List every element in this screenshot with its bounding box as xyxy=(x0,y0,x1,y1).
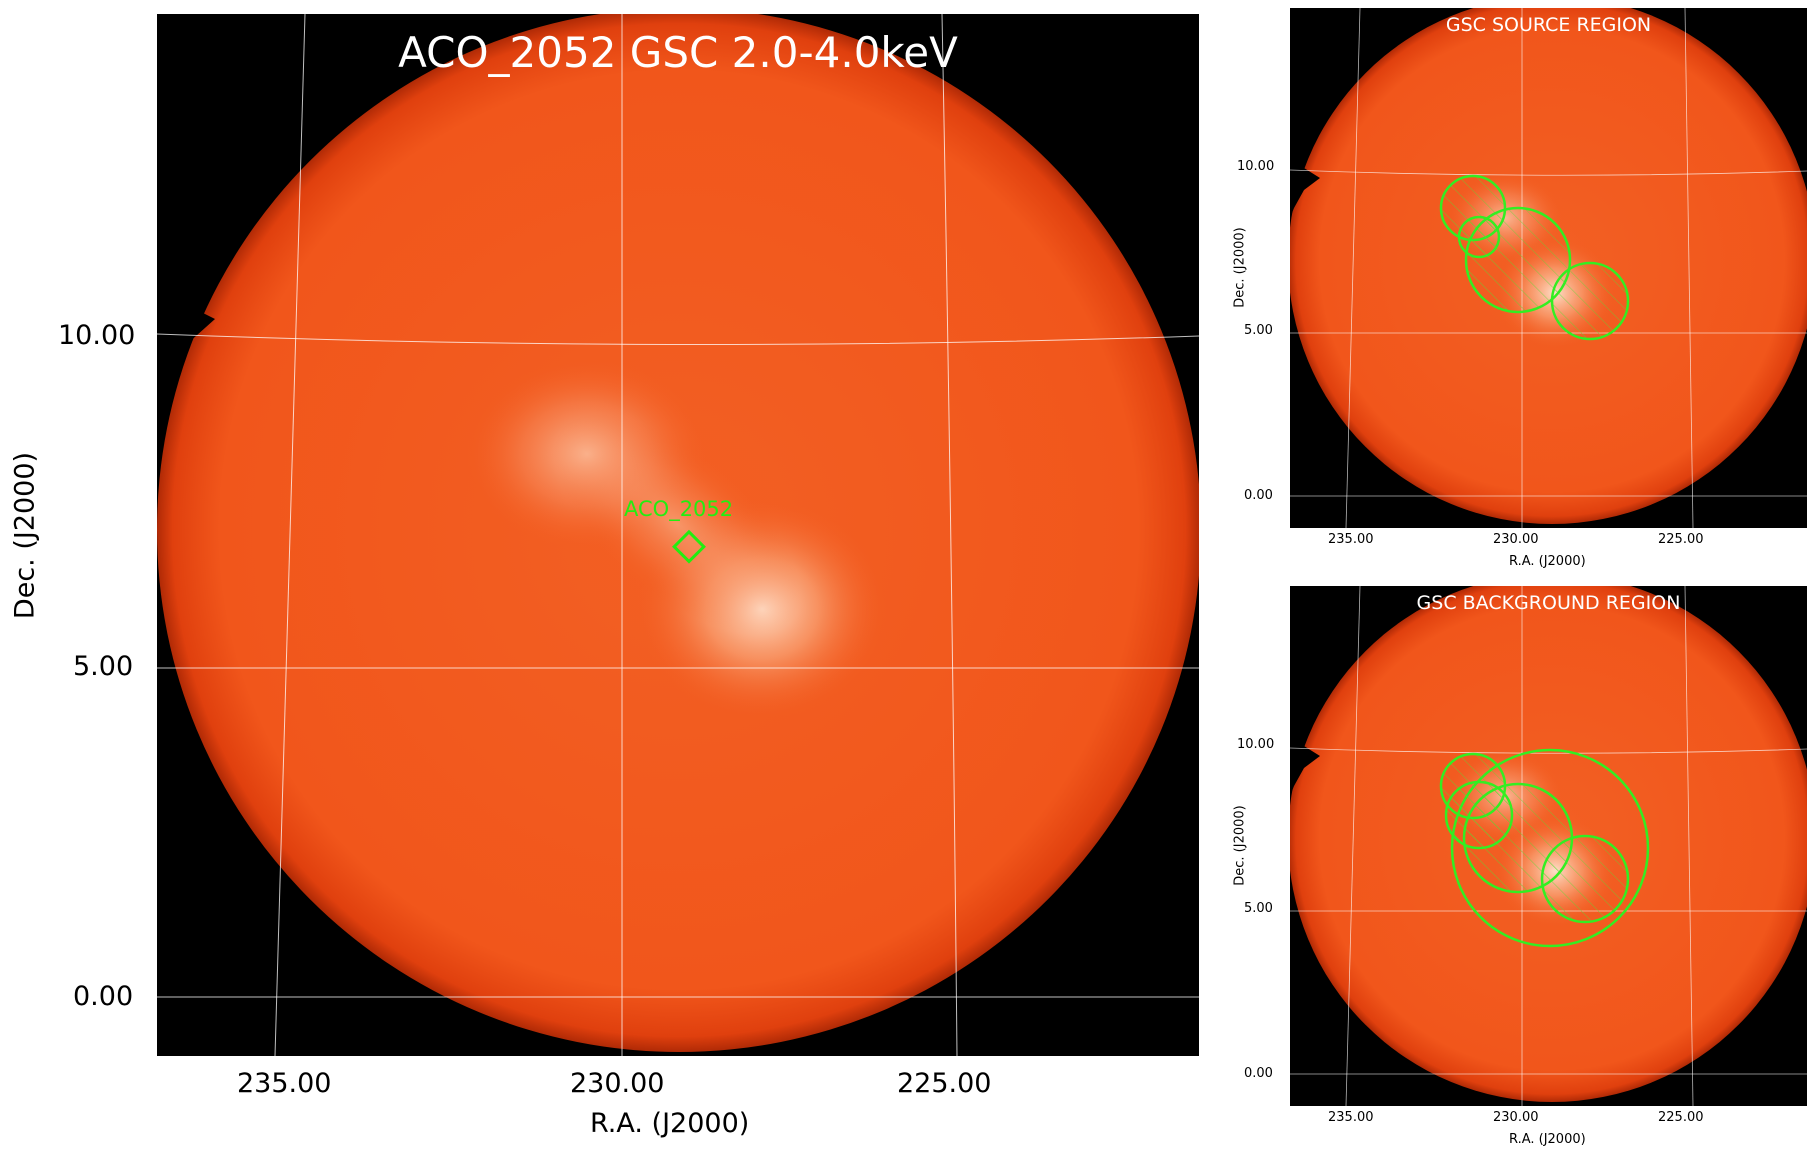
x-axis-title: R.A. (J2000) xyxy=(590,1108,750,1139)
bg-x-tick-235: 235.00 xyxy=(1328,1110,1374,1125)
bg-x-tick-230: 230.00 xyxy=(1493,1110,1539,1125)
source-panel: GSC SOURCE REGION 10.00 5.00 0.00 235.00… xyxy=(1215,0,1815,578)
bg-x-axis-title: R.A. (J2000) xyxy=(1509,1132,1586,1147)
src-y-axis-title: Dec. (J2000) xyxy=(1232,227,1248,308)
y-tick-5: 5.00 xyxy=(73,651,134,682)
bg-y-tick-0: 0.00 xyxy=(1244,1066,1273,1081)
src-x-tick-225: 225.00 xyxy=(1658,532,1704,547)
source-marker xyxy=(672,529,706,564)
source-region-4 xyxy=(1550,261,1630,341)
src-x-tick-230: 230.00 xyxy=(1493,532,1539,547)
source-sky-image: GSC SOURCE REGION xyxy=(1290,8,1807,528)
bg-x-tick-225: 225.00 xyxy=(1658,1110,1704,1125)
bg-y-tick-5: 5.00 xyxy=(1244,901,1273,916)
y-tick-10: 10.00 xyxy=(58,320,136,351)
marker-label: ACO_2052 xyxy=(624,497,734,521)
source-region-3 xyxy=(1464,206,1572,314)
source-regions xyxy=(1439,174,1630,341)
background-title: GSC BACKGROUND REGION xyxy=(1416,592,1681,614)
main-panel: ACO_2052 ACO_2052 GSC 2.0-4.0keV 10.00 5… xyxy=(9,14,1199,1139)
main-title: ACO_2052 GSC 2.0-4.0keV xyxy=(398,28,958,77)
x-tick-230: 230.00 xyxy=(570,1068,665,1099)
src-x-tick-235: 235.00 xyxy=(1328,532,1374,547)
excluded-region-4 xyxy=(1540,834,1630,924)
background-annulus xyxy=(1450,748,1650,948)
bg-y-axis-title: Dec. (J2000) xyxy=(1232,805,1248,886)
src-y-tick-0: 0.00 xyxy=(1244,488,1273,503)
src-y-tick-10: 10.00 xyxy=(1237,159,1275,174)
background-sky-image: GSC BACKGROUND REGION xyxy=(1290,586,1807,1106)
y-tick-0: 0.00 xyxy=(73,981,134,1012)
src-x-axis-title: R.A. (J2000) xyxy=(1509,554,1586,569)
src-y-tick-5: 5.00 xyxy=(1244,323,1273,338)
x-tick-235: 235.00 xyxy=(237,1068,332,1099)
main-sky-image: ACO_2052 ACO_2052 GSC 2.0-4.0keV xyxy=(157,14,1199,1056)
bg-y-tick-10: 10.00 xyxy=(1237,737,1275,752)
background-panel: GSC BACKGROUND REGION 10.00 5.00 0.00 23… xyxy=(1215,578,1815,1156)
y-axis-title: Dec. (J2000) xyxy=(9,451,41,620)
source-title: GSC SOURCE REGION xyxy=(1445,14,1652,36)
excluded-regions xyxy=(1439,752,1630,924)
x-tick-225: 225.00 xyxy=(897,1068,992,1099)
